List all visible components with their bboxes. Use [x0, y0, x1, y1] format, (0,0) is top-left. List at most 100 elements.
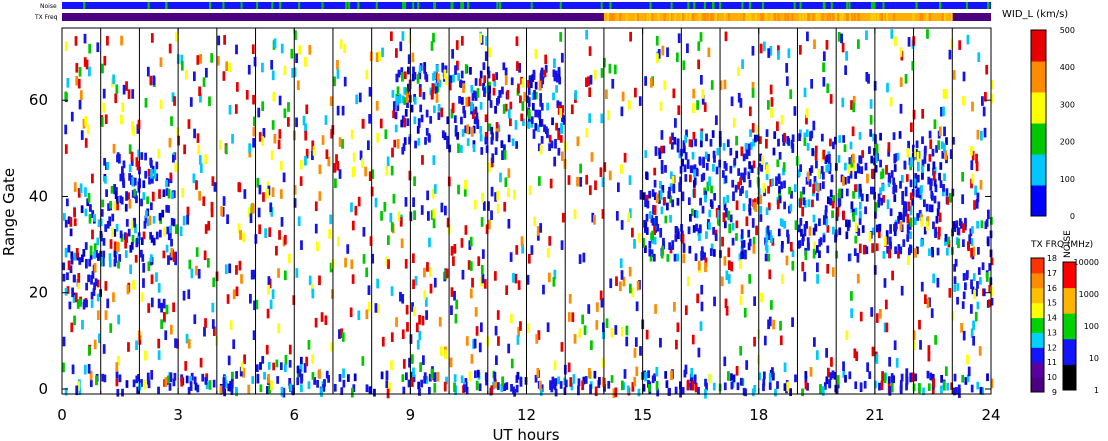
noise-strip-tick [417, 2, 420, 9]
data-cell [69, 265, 73, 274]
data-cell [206, 258, 210, 268]
data-cell [747, 229, 751, 238]
data-cell [280, 217, 284, 227]
data-cell [628, 266, 632, 277]
data-cell [697, 347, 701, 358]
data-cell [307, 381, 311, 390]
data-cell [944, 150, 948, 160]
data-cell [944, 366, 948, 377]
data-cell [921, 159, 925, 168]
data-cell [490, 210, 493, 220]
data-cell [365, 69, 369, 80]
data-cell [174, 224, 178, 234]
data-cell [464, 381, 468, 390]
data-cell [173, 96, 176, 106]
data-cell [250, 269, 254, 280]
data-cell [825, 376, 829, 385]
data-cell [501, 376, 505, 387]
txfreq-strip-cell [835, 13, 838, 21]
data-cell [474, 307, 478, 317]
data-cell [365, 384, 369, 393]
data-cell [401, 329, 405, 340]
data-cell [645, 194, 649, 203]
data-cell [903, 160, 907, 169]
data-cell [742, 153, 746, 162]
data-cell [518, 63, 522, 73]
data-cell [987, 209, 990, 220]
data-cell [798, 240, 802, 248]
data-cell [709, 248, 713, 256]
data-cell [364, 166, 368, 177]
data-cell [128, 173, 132, 181]
data-cell [470, 101, 474, 112]
data-cell [228, 263, 232, 274]
data-cell [644, 76, 648, 86]
data-cell [454, 125, 458, 133]
data-cell [73, 182, 77, 192]
data-cell [712, 249, 716, 257]
data-cell [970, 384, 974, 393]
data-cell [83, 33, 87, 44]
data-cell [304, 130, 308, 141]
data-cell [639, 346, 642, 356]
data-cell [722, 196, 726, 205]
data-cell [87, 192, 91, 203]
data-cell [133, 188, 137, 197]
data-cell [671, 199, 675, 208]
data-cell [842, 210, 845, 221]
data-cell [851, 153, 855, 164]
data-cell [829, 94, 833, 104]
data-cell [162, 312, 166, 322]
data-cell [503, 144, 506, 153]
data-cell [571, 312, 575, 323]
data-cell [756, 133, 760, 142]
data-cell [330, 342, 334, 352]
data-cell [797, 224, 801, 233]
data-cell [741, 378, 745, 386]
data-cell [325, 149, 329, 160]
data-cell [91, 210, 95, 218]
data-cell [390, 222, 394, 232]
data-cell [886, 245, 890, 254]
data-cell [66, 78, 70, 88]
data-cell [576, 136, 580, 147]
data-cell [832, 195, 836, 203]
data-cell [395, 95, 399, 106]
data-cell [595, 302, 599, 312]
data-cell [116, 241, 119, 252]
data-cell [144, 170, 148, 179]
data-cell [894, 184, 898, 193]
data-cell [899, 103, 903, 114]
data-cell [777, 173, 781, 182]
data-cell [658, 151, 662, 160]
data-cell [831, 200, 835, 209]
data-cell [733, 157, 737, 166]
data-cell [762, 378, 766, 387]
data-cell [212, 379, 216, 388]
data-cell [331, 289, 334, 299]
data-cell [556, 74, 559, 83]
data-cell [347, 374, 350, 382]
data-cell [157, 386, 160, 395]
data-cell [434, 86, 438, 95]
data-cell [73, 218, 77, 227]
data-cell [433, 383, 437, 393]
data-cell [601, 358, 605, 368]
data-cell [767, 185, 770, 194]
data-cell [404, 197, 408, 207]
data-cell [553, 269, 557, 280]
data-cell [378, 51, 381, 62]
data-cell [189, 97, 193, 107]
data-cell [443, 69, 447, 80]
data-cell [863, 380, 867, 389]
data-cell [826, 367, 830, 378]
data-cell [829, 197, 833, 206]
data-cell [443, 381, 447, 392]
data-cell [869, 115, 873, 125]
data-cell [120, 114, 123, 125]
data-cell [272, 362, 276, 371]
data-cell [482, 201, 486, 211]
data-cell [170, 217, 174, 226]
data-cell [697, 228, 701, 236]
txfreq-strip-cell [765, 13, 768, 21]
